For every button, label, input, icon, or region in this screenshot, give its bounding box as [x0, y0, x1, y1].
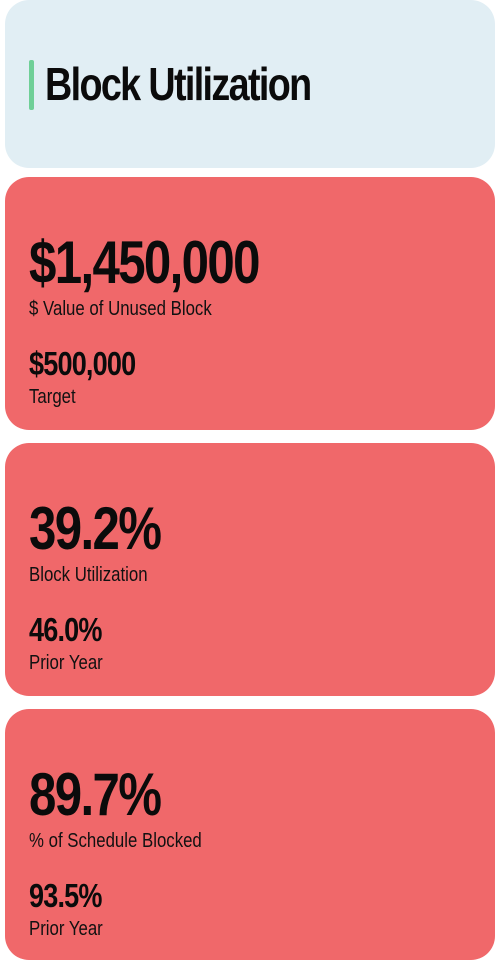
kpi-prior-year-value: 93.5%	[29, 877, 102, 914]
kpi-label: $ Value of Unused Block	[29, 298, 212, 320]
kpi-value: $1,450,000	[29, 229, 260, 296]
kpi-prior-year-label: Prior Year	[29, 652, 103, 674]
kpi-card-unused-block-value: $1,450,000 $ Value of Unused Block $500,…	[5, 177, 495, 430]
kpi-prior-year-value: 46.0%	[29, 611, 102, 648]
kpi-prior-year-label: Prior Year	[29, 918, 103, 940]
kpi-label: Block Utilization	[29, 564, 148, 586]
page-title: Block Utilization	[45, 58, 312, 110]
kpi-label: % of Schedule Blocked	[29, 830, 202, 852]
kpi-value: 39.2%	[29, 495, 162, 562]
kpi-target-value: $500,000	[29, 345, 136, 382]
kpi-target-label: Target	[29, 386, 76, 408]
title-accent-bar	[29, 60, 34, 110]
kpi-value: 89.7%	[29, 761, 162, 828]
header-card: Block Utilization	[5, 0, 495, 168]
kpi-card-block-utilization: 39.2% Block Utilization 46.0% Prior Year	[5, 443, 495, 696]
kpi-card-schedule-blocked: 89.7% % of Schedule Blocked 93.5% Prior …	[5, 709, 495, 960]
